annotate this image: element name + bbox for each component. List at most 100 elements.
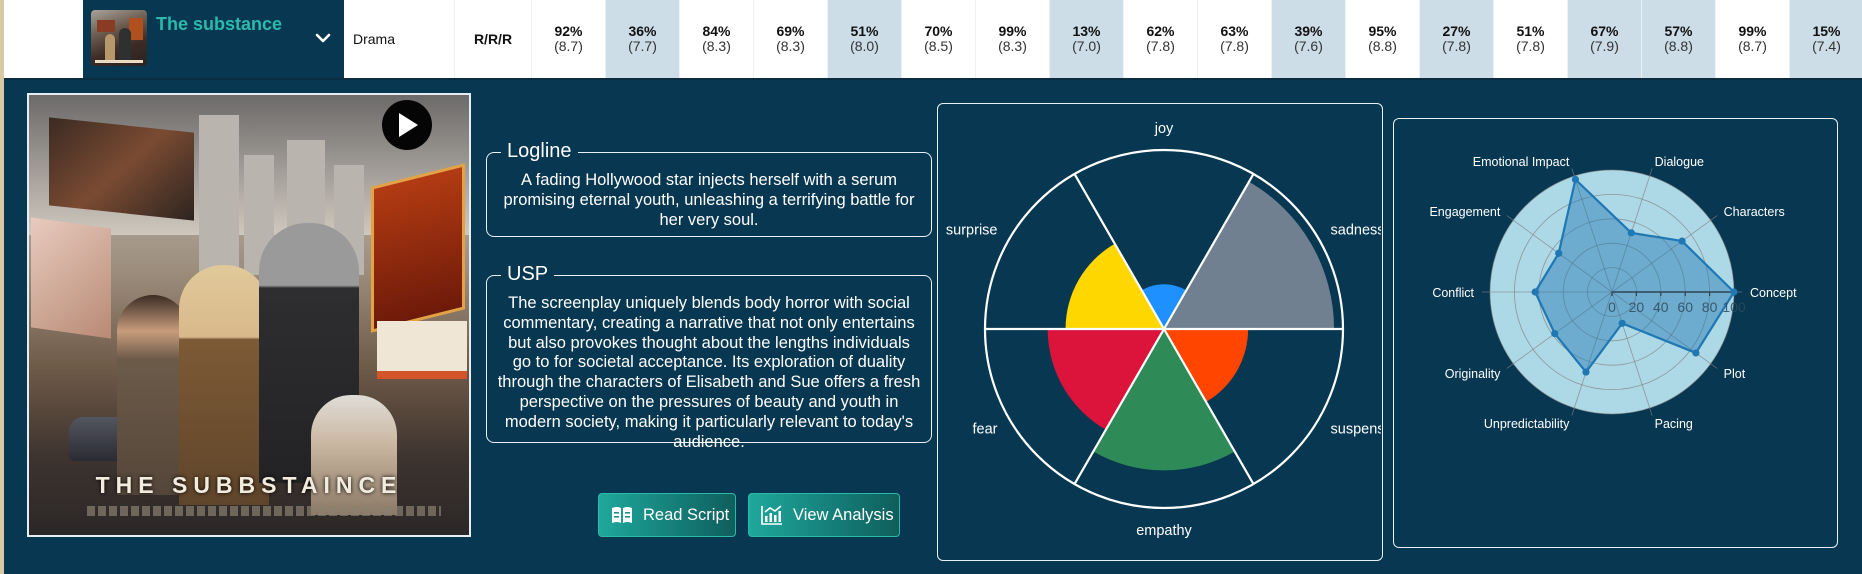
- score-value: (7.0): [1072, 38, 1101, 54]
- polar-spoke: [1073, 173, 1165, 330]
- radar-spoke: [1611, 215, 1718, 293]
- radar-axis-label: Pacing: [1655, 417, 1693, 431]
- score-percent: 92%: [554, 23, 583, 39]
- radar-point-originality[interactable]: [1551, 329, 1559, 338]
- score-value: (8.8): [1664, 38, 1693, 54]
- score-percent: 62%: [1146, 23, 1175, 39]
- score-cell: 57% (8.8): [1642, 0, 1716, 78]
- score-percent: 63%: [1220, 23, 1249, 39]
- radar-tick-label: 100: [1722, 299, 1746, 315]
- radar-point-pacing[interactable]: [1618, 319, 1626, 327]
- score-cell: 15% (7.4): [1790, 0, 1862, 78]
- score-cell: 99% (8.3): [976, 0, 1050, 78]
- polar-spoke: [1163, 328, 1255, 485]
- radar-point-conflict[interactable]: [1531, 288, 1539, 296]
- script-radar-chart: 0 20 40 60 80 100 Concept Characters Dialogue Emo…: [1429, 155, 1797, 431]
- usp-label: USP: [501, 263, 555, 285]
- radar-spoke: [1571, 168, 1613, 293]
- usp-text: The screenplay uniquely blends body horr…: [497, 294, 921, 451]
- radar-tick-label: 40: [1653, 299, 1669, 315]
- play-button[interactable]: [382, 100, 432, 150]
- score-cell: 13% (7.0): [1050, 0, 1124, 78]
- polar-label: surprise: [946, 223, 998, 239]
- polar-segment-empathy[interactable]: [1093, 329, 1235, 471]
- score-percent: 27%: [1442, 23, 1471, 39]
- usp-box: USP The screenplay uniquely blends body …: [486, 263, 932, 451]
- radar-tick-label: 60: [1677, 299, 1693, 315]
- view-analysis-button[interactable]: View Analysis: [748, 493, 900, 537]
- score-percent: 69%: [776, 23, 805, 39]
- score-cell: 39% (7.6): [1272, 0, 1346, 78]
- score-value: (8.5): [924, 38, 953, 54]
- radar-tick-label: 20: [1629, 299, 1645, 315]
- radar-spoke: [1571, 291, 1613, 416]
- book-open-icon: [612, 507, 632, 523]
- score-percent: 39%: [1294, 23, 1323, 39]
- polar-segment-fear[interactable]: [1047, 329, 1164, 430]
- score-cell: 63% (7.8): [1198, 0, 1272, 78]
- score-percent: 99%: [1738, 23, 1767, 39]
- score-value: (8.0): [850, 38, 879, 54]
- details-panel: THE SUBBSTAINCE Logline A fading Hollywo…: [4, 78, 1862, 574]
- score-value: (7.8): [1146, 38, 1175, 54]
- score-percent: 57%: [1664, 23, 1693, 39]
- radar-tick-label: 0: [1608, 299, 1616, 315]
- radar-axis-label: Engagement: [1429, 205, 1500, 219]
- polar-segment-suspense[interactable]: [1164, 329, 1249, 402]
- score-percent: 36%: [628, 23, 657, 39]
- polar-label: sadness: [1331, 223, 1381, 239]
- polar-label: empathy: [1136, 523, 1192, 539]
- rating-cell: R/R/R: [455, 0, 532, 78]
- polar-segment-joy[interactable]: [1141, 284, 1187, 329]
- score-value: (8.8): [1368, 38, 1397, 54]
- radar-point-engagement[interactable]: [1555, 249, 1563, 257]
- read-script-label: Read Script: [643, 505, 730, 524]
- radar-point-plot[interactable]: [1692, 349, 1700, 357]
- score-percent: 51%: [1516, 23, 1545, 39]
- score-cell: 92% (8.7): [532, 0, 606, 78]
- title-cell[interactable]: The substance: [83, 0, 344, 78]
- score-value: (8.7): [554, 38, 583, 54]
- score-percent: 95%: [1368, 23, 1397, 39]
- score-value: (8.3): [998, 38, 1027, 54]
- score-value: (7.9): [1590, 38, 1619, 54]
- radar-axis-label: Concept: [1750, 286, 1797, 300]
- left-edge-strip: [0, 0, 4, 574]
- poster-image: THE SUBBSTAINCE: [27, 93, 471, 537]
- score-percent: 84%: [702, 23, 731, 39]
- logline-label: Logline: [501, 140, 578, 162]
- radar-chart-panel: 0 20 40 60 80 100 Concept Characters Dialogue Emo…: [1393, 118, 1838, 548]
- score-value: (8.7): [1738, 38, 1767, 54]
- score-value: (7.8): [1516, 38, 1545, 54]
- score-percent: 67%: [1590, 23, 1619, 39]
- radar-axis-label: Dialogue: [1655, 155, 1704, 169]
- read-script-button[interactable]: Read Script: [598, 493, 736, 537]
- radar-point-characters[interactable]: [1678, 237, 1686, 245]
- radar-point-dialogue[interactable]: [1627, 229, 1635, 237]
- radar-point-emotional-impact[interactable]: [1571, 175, 1580, 184]
- score-cell: 99% (8.7): [1716, 0, 1790, 78]
- score-percent: 13%: [1072, 23, 1101, 39]
- logline-box: Logline A fading Hollywood star injects …: [486, 140, 932, 237]
- score-cell: 27% (7.8): [1420, 0, 1494, 78]
- radar-axis-label: Characters: [1724, 205, 1785, 219]
- score-value: (7.7): [628, 38, 657, 54]
- radar-point-concept[interactable]: [1730, 288, 1738, 296]
- radar-point-unpredictability[interactable]: [1582, 368, 1590, 376]
- genre-cell: Drama: [344, 0, 455, 78]
- radar-axis-label: Emotional Impact: [1473, 155, 1570, 169]
- score-cell: 69% (8.3): [754, 0, 828, 78]
- score-cell: 51% (8.0): [828, 0, 902, 78]
- score-cell: 70% (8.5): [902, 0, 976, 78]
- polar-segment-surprise[interactable]: [1065, 243, 1164, 329]
- polar-segment-sadness[interactable]: [1164, 181, 1335, 329]
- score-percent: 99%: [998, 23, 1027, 39]
- radar-spoke: [1611, 291, 1718, 369]
- score-value: (7.6): [1294, 38, 1323, 54]
- score-percent: 15%: [1812, 23, 1841, 39]
- chevron-down-icon[interactable]: [315, 30, 331, 46]
- radar-axis-label: Plot: [1724, 367, 1746, 381]
